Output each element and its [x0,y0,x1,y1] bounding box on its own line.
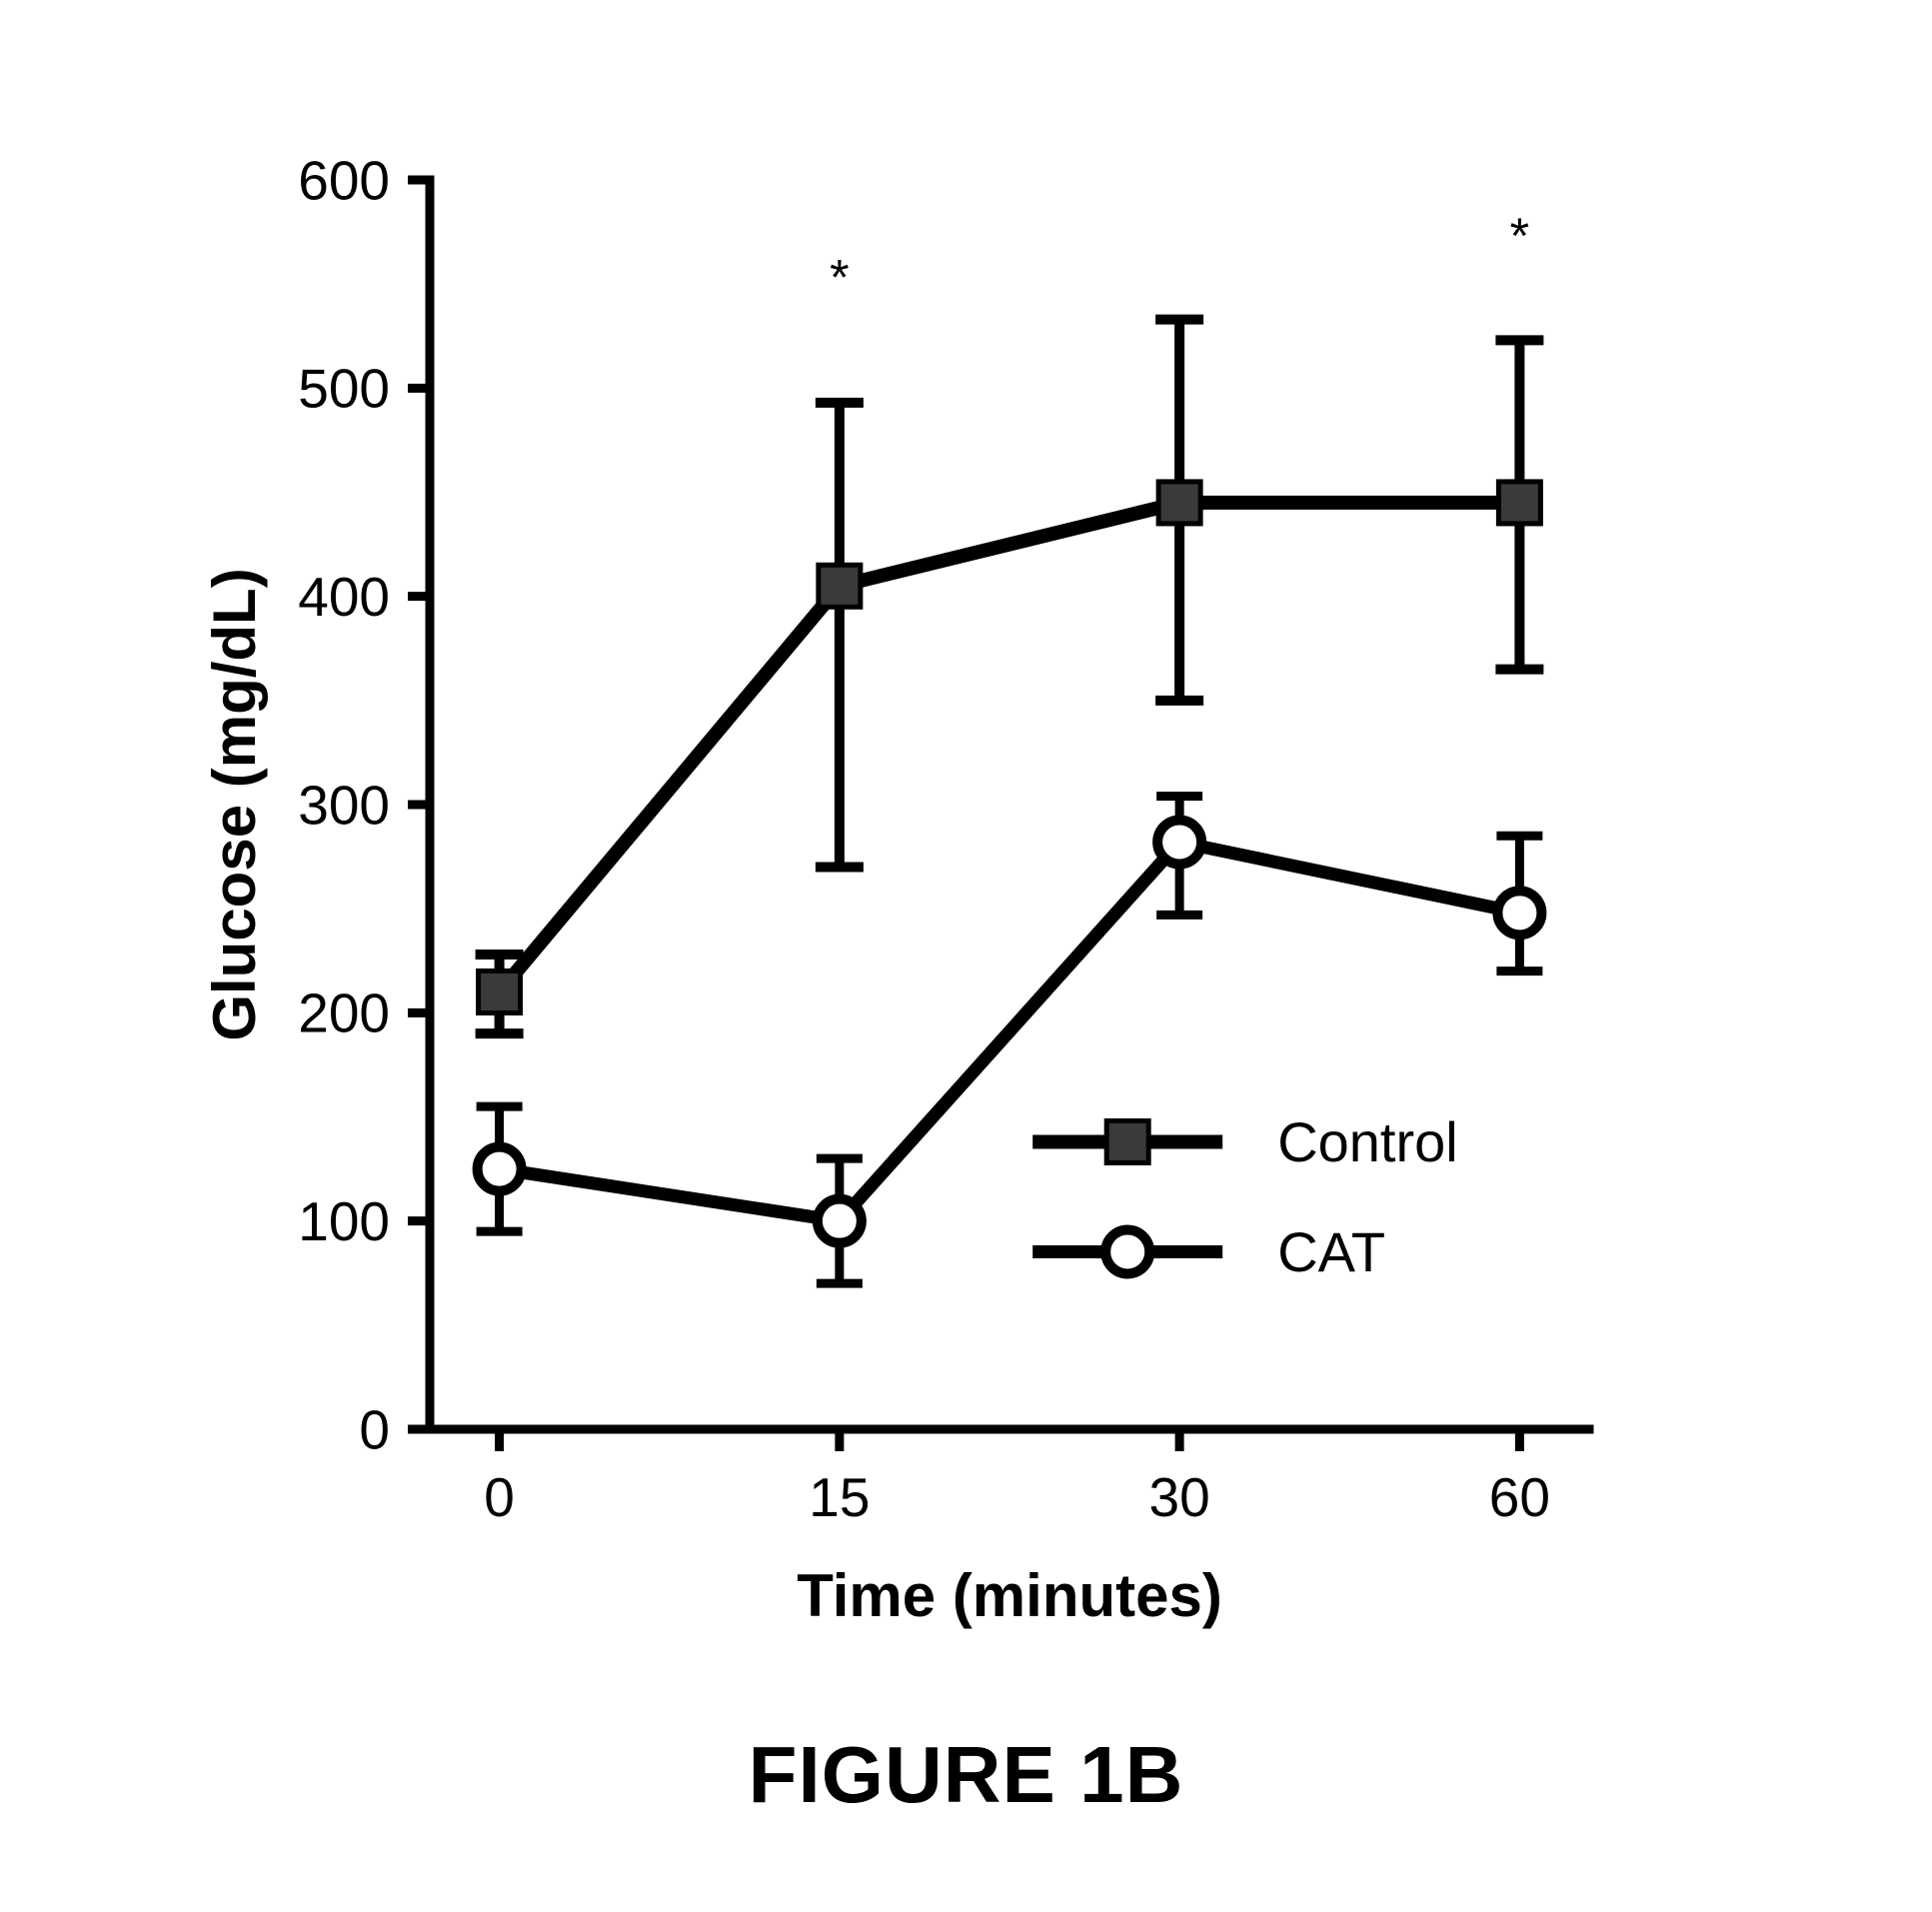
circle-marker-icon [478,1147,522,1191]
y-tick-label: 500 [298,358,390,420]
circle-marker-icon [1105,1230,1149,1274]
legend-label: CAT [1277,1220,1385,1283]
square-marker-icon [819,565,861,607]
circle-marker-icon [818,1199,862,1243]
circle-marker-icon [1157,821,1201,865]
chart-svg: 0 100 200 300 400 500 600 0 15 30 60 Time (minutes)… [200,120,1749,1669]
y-axis-label: Glucose (mg/dL) [201,568,268,1040]
x-tick-label: 0 [484,1466,515,1528]
page: 0 100 200 300 400 500 600 0 15 30 60 Time (minutes)… [0,0,1932,1912]
significance-marker: * [1510,208,1529,264]
y-tick-label: 0 [359,1398,390,1460]
x-tick-label: 60 [1489,1466,1550,1528]
x-axis-label: Time (minutes) [797,1562,1222,1629]
glucose-time-chart: 0 100 200 300 400 500 600 0 15 30 60 Time (minutes)… [200,120,1749,1669]
y-tick-label: 600 [298,149,390,211]
legend-label: Control [1277,1110,1458,1173]
square-marker-icon [1158,482,1200,524]
x-tick-label: 30 [1149,1466,1210,1528]
series-line [500,503,1520,992]
y-tick-label: 400 [298,566,390,628]
square-marker-icon [1498,482,1540,524]
y-tick-label: 300 [298,774,390,836]
y-tick-label: 100 [298,1190,390,1252]
square-marker-icon [1106,1121,1148,1163]
x-tick-label: 15 [809,1466,870,1528]
figure-caption: FIGURE 1B [0,1729,1932,1821]
y-tick-label: 200 [298,982,390,1044]
significance-marker: * [830,250,849,306]
circle-marker-icon [1497,891,1541,935]
square-marker-icon [479,971,521,1013]
